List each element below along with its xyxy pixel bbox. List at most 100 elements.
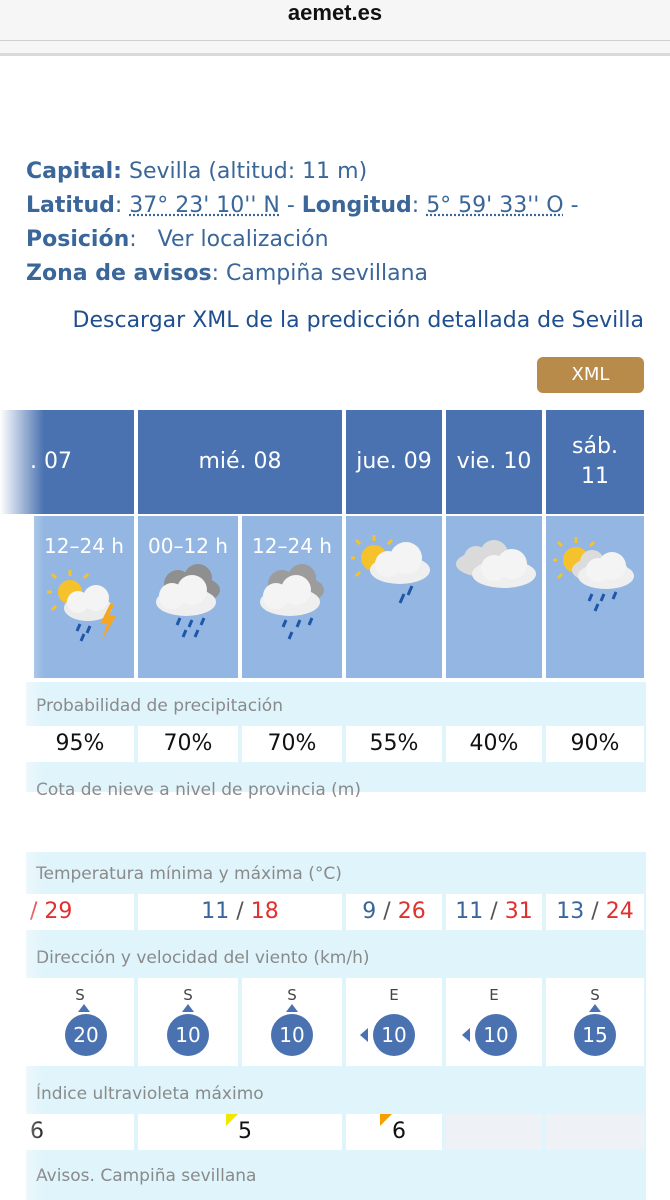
sky-cell xyxy=(346,516,442,678)
capital-value: Sevilla (altitud: 11 m) xyxy=(128,159,368,184)
warning-zone-row: Zona de avisos: Campiña sevillana xyxy=(26,261,429,286)
temp-value: 13 / 24 xyxy=(546,894,644,930)
wind-direction: E xyxy=(389,986,399,1004)
temp-min: 11 xyxy=(455,899,484,924)
wind-cell: E 10 xyxy=(346,978,442,1066)
temp-label: Temperatura mínima y máxima (°C) xyxy=(36,864,342,884)
precip-value: 40% xyxy=(446,726,542,762)
snow-value xyxy=(546,810,644,846)
temp-value: / 29 xyxy=(26,894,134,930)
browser-url-bar[interactable]: aemet.es xyxy=(0,0,670,56)
xml-button[interactable]: XML xyxy=(537,357,644,393)
uv-level-marker xyxy=(380,1114,392,1126)
cloud-rain-icon xyxy=(156,564,220,638)
wind-direction: S xyxy=(183,986,193,1004)
day-header: jue. 09 xyxy=(346,410,442,514)
wind-direction: E xyxy=(489,986,499,1004)
view-location-link[interactable]: Ver localización xyxy=(157,227,329,252)
snow-value xyxy=(138,810,238,846)
precip-value: 95% xyxy=(26,726,134,762)
arrow-left-icon xyxy=(462,1028,470,1042)
wind-speed: 15 xyxy=(574,1014,616,1056)
forecast-table[interactable]: . 07 mié. 08 jue. 09 vie. 10 sáb. 11 12–… xyxy=(0,410,670,1200)
cloud-rain-icon xyxy=(260,564,324,640)
wind-speed: 10 xyxy=(475,1014,517,1056)
wind-cell: S 10 xyxy=(138,978,238,1066)
period-label: 00–12 h xyxy=(148,534,228,558)
sun-cloud-rain-icon xyxy=(553,537,634,612)
warning-zone-value: Campiña sevillana xyxy=(226,261,429,286)
sun-cloud-rain-icon xyxy=(351,535,430,604)
capital-label: Capital: xyxy=(26,159,122,184)
wind-speed: 10 xyxy=(373,1014,415,1056)
wind-direction: S xyxy=(287,986,297,1004)
snow-label: Cota de nieve a nivel de provincia (m) xyxy=(36,780,361,800)
snow-value xyxy=(346,810,442,846)
sky-cell xyxy=(446,516,542,678)
arrow-left-icon xyxy=(360,1028,368,1042)
wind-speed: 10 xyxy=(167,1014,209,1056)
temp-min: 9 xyxy=(362,899,377,924)
precip-label: Probabilidad de precipitación xyxy=(36,696,283,716)
temp-value: 11 / 31 xyxy=(446,894,542,930)
uv-value xyxy=(546,1114,644,1150)
wind-cell: S 10 xyxy=(242,978,342,1066)
temp-max: 26 xyxy=(397,899,426,924)
uv-value: 5 xyxy=(138,1114,342,1150)
temp-value: 9 / 26 xyxy=(346,894,442,930)
warning-zone-label: Zona de avisos xyxy=(26,261,212,286)
uv-level-marker xyxy=(226,1114,238,1126)
uv-number: 6 xyxy=(392,1119,406,1144)
precip-value: 90% xyxy=(546,726,644,762)
uv-number: 5 xyxy=(238,1119,252,1144)
uv-label: Índice ultravioleta máximo xyxy=(36,1084,264,1104)
warnings-label: Avisos. Campiña sevillana xyxy=(36,1166,257,1186)
day-label: mié. 08 xyxy=(198,449,282,474)
download-xml-link[interactable]: Descargar XML de la predicción detallada… xyxy=(72,308,644,333)
uv-value: 6 xyxy=(346,1114,442,1150)
latitude-value[interactable]: 37° 23' 10'' N xyxy=(129,193,280,218)
arrow-up-icon xyxy=(78,1004,90,1012)
longitude-value[interactable]: 5° 59' 33'' O xyxy=(426,193,564,218)
sky-cell: 00–12 h xyxy=(138,516,238,678)
sky-cell xyxy=(546,516,644,678)
day-label: 11 xyxy=(581,464,609,489)
wind-speed: 20 xyxy=(65,1014,107,1056)
sky-cell: 12–24 h xyxy=(34,516,134,678)
snow-value xyxy=(26,810,134,846)
period-label: 12–24 h xyxy=(44,534,124,558)
arrow-up-icon xyxy=(182,1004,194,1012)
wind-cell: S 20 xyxy=(26,978,134,1066)
period-label: 12–24 h xyxy=(252,534,332,558)
wind-cell: S 15 xyxy=(546,978,644,1066)
precip-value: 70% xyxy=(242,726,342,762)
temp-max: 24 xyxy=(605,899,634,924)
day-header: mié. 08 xyxy=(138,410,342,514)
temp-max: 31 xyxy=(504,899,533,924)
toolbar-shadow xyxy=(0,53,670,56)
url-text[interactable]: aemet.es xyxy=(287,0,383,25)
wind-direction: S xyxy=(75,986,85,1004)
precip-value: 70% xyxy=(138,726,238,762)
day-label: jue. 09 xyxy=(356,449,432,474)
latitude-label: Latitud xyxy=(26,193,115,218)
sky-cell: 12–24 h xyxy=(242,516,342,678)
scroll-fade xyxy=(0,410,44,1200)
day-header: sáb. 11 xyxy=(546,410,644,514)
precip-value: 55% xyxy=(346,726,442,762)
temp-min: 13 xyxy=(556,899,585,924)
toolbar-divider xyxy=(0,40,670,41)
wind-label: Dirección y velocidad del viento (km/h) xyxy=(36,948,370,968)
temp-value: 11 / 18 xyxy=(138,894,342,930)
longitude-label: Longitud xyxy=(301,193,412,218)
snow-value xyxy=(242,810,342,846)
day-label: sáb. xyxy=(572,434,618,459)
temp-max: 29 xyxy=(44,899,73,924)
clouds-icon xyxy=(456,540,536,588)
day-header: vie. 10 xyxy=(446,410,542,514)
coords-row: Latitud: 37° 23' 10'' N - Longitud: 5° 5… xyxy=(26,193,579,218)
temp-max: 18 xyxy=(250,899,279,924)
position-label: Posición xyxy=(26,227,130,252)
wind-cell: E 10 xyxy=(446,978,542,1066)
snow-value xyxy=(446,810,542,846)
